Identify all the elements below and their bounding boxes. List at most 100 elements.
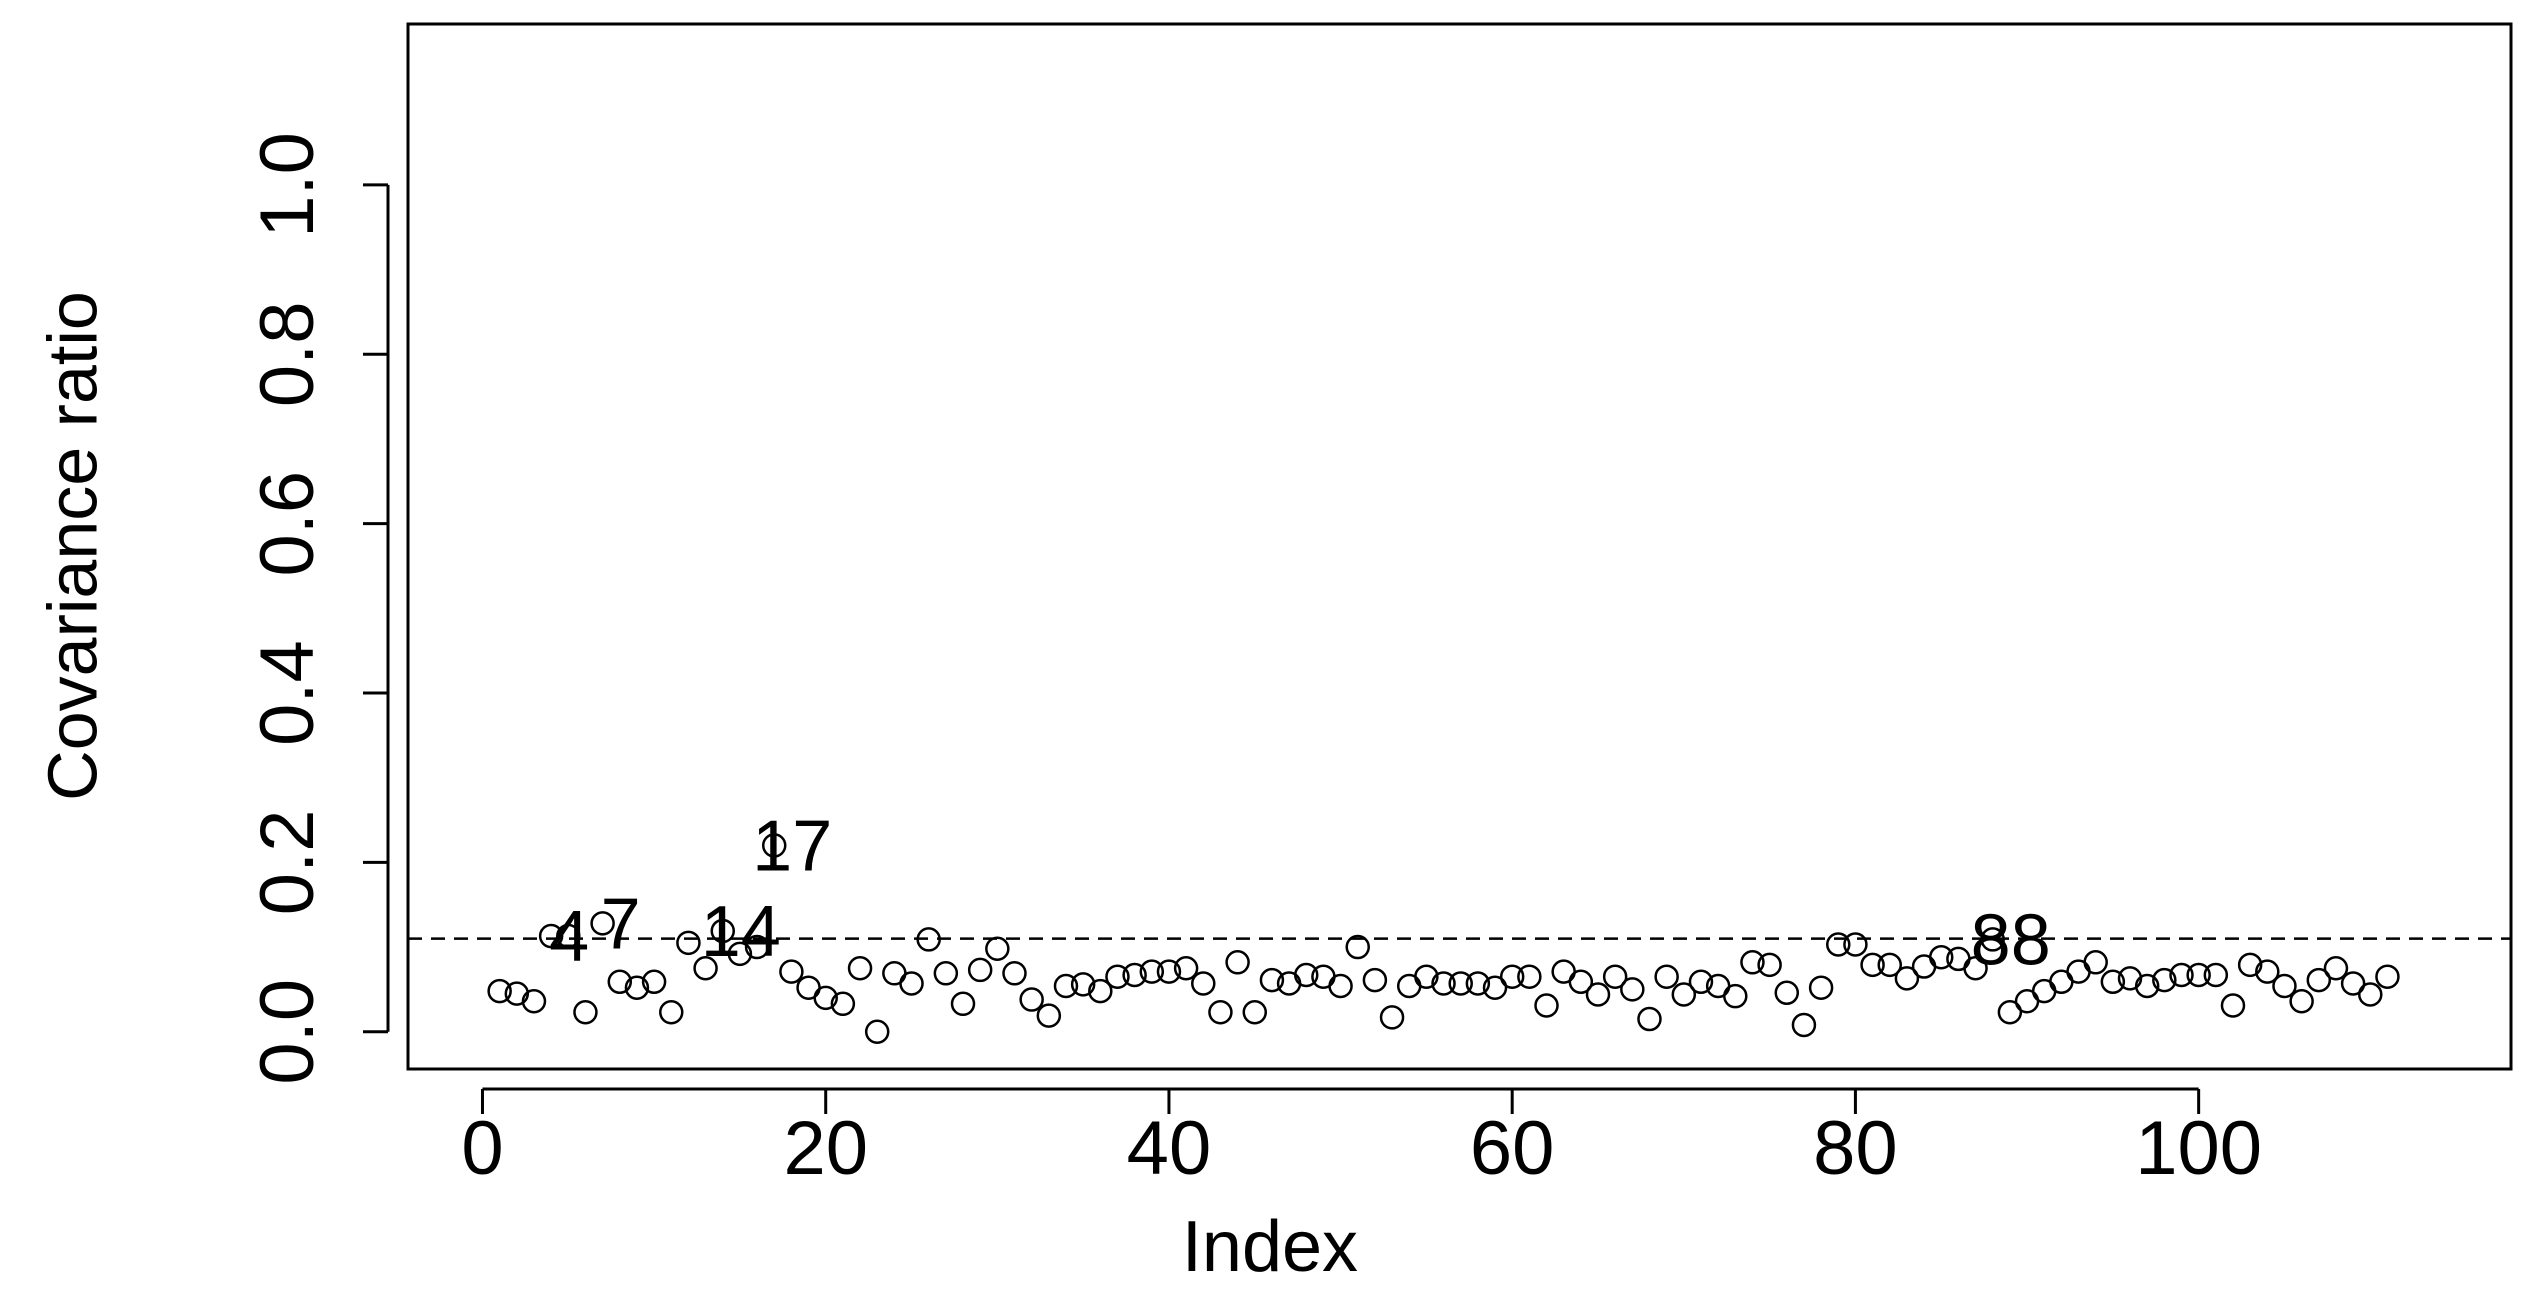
- point: [1928, 944, 1954, 970]
- point: [1105, 964, 1130, 989]
- point: [1122, 962, 1147, 988]
- point: [1345, 934, 1370, 960]
- point: [2083, 950, 2108, 975]
- point: [761, 833, 787, 858]
- point: [1654, 964, 1679, 989]
- point: [1156, 959, 1182, 984]
- point: [1877, 952, 1902, 978]
- point: [1894, 966, 1920, 991]
- x-tick-label: 40: [1127, 1106, 1212, 1191]
- point: [1620, 977, 1645, 1002]
- point: [2220, 993, 2246, 1018]
- point: [1036, 1003, 1062, 1028]
- point: [916, 927, 941, 952]
- point: [1414, 964, 1439, 989]
- point: [2340, 971, 2366, 996]
- point: [521, 989, 547, 1014]
- point: [1791, 1012, 1817, 1038]
- point: [1860, 952, 1885, 978]
- x-tick-label: 100: [2135, 1106, 2262, 1191]
- point: [2272, 973, 2297, 999]
- y-tick-label: 0.2: [245, 810, 330, 916]
- point: [1946, 946, 1971, 972]
- point: [1740, 950, 1765, 975]
- point: [676, 930, 701, 956]
- point: [727, 941, 753, 967]
- y-tick-label: 0.4: [245, 640, 330, 746]
- point: [933, 961, 959, 986]
- point: [1431, 971, 1456, 996]
- point: [1568, 969, 1594, 995]
- point: [830, 991, 856, 1017]
- point: [1534, 993, 1559, 1018]
- point: [2306, 967, 2332, 993]
- point: [590, 911, 615, 936]
- point: [1448, 971, 1473, 996]
- point: [1311, 964, 1336, 989]
- point: [1602, 964, 1628, 989]
- point: [1963, 955, 1988, 981]
- plot-frame: [406, 22, 2513, 1071]
- point-label: 4: [549, 897, 589, 977]
- point: [2031, 978, 2057, 1004]
- point: [1053, 973, 1079, 999]
- point: [967, 957, 993, 983]
- point: [2169, 962, 2194, 988]
- point: [487, 978, 512, 1004]
- point: [1499, 964, 1525, 989]
- point: [1259, 967, 1285, 993]
- point: [2203, 962, 2229, 988]
- point-label: 14: [701, 892, 781, 972]
- point: [2375, 964, 2400, 989]
- point: [1774, 980, 1800, 1006]
- point: [1396, 973, 1422, 999]
- point: [2237, 952, 2263, 978]
- point: [1293, 962, 1319, 988]
- x-tick-label: 60: [1470, 1106, 1555, 1191]
- point: [1482, 975, 1508, 1000]
- point: [1997, 1000, 2023, 1025]
- point: [2066, 959, 2091, 984]
- point: [1139, 959, 1165, 984]
- point: [1173, 955, 1199, 981]
- point: [899, 971, 924, 996]
- point: [1191, 971, 1216, 996]
- point-label: 88: [1971, 900, 2051, 980]
- point: [864, 1019, 890, 1044]
- point: [813, 985, 838, 1011]
- y-tick-label: 0.8: [245, 301, 330, 407]
- point: [1242, 1000, 1268, 1025]
- y-axis-label: Covariance ratio: [33, 291, 111, 801]
- point: [1826, 932, 1851, 957]
- point: [1517, 964, 1542, 989]
- point-label: 7: [601, 884, 641, 964]
- point: [985, 936, 1010, 961]
- point: [1637, 1006, 1662, 1032]
- point: [1002, 961, 1027, 986]
- point: [1723, 983, 1748, 1009]
- point: [1671, 982, 1697, 1007]
- point: [693, 955, 718, 981]
- point: [1843, 932, 1868, 957]
- point: [1208, 1000, 1233, 1025]
- y-tick-label: 0.6: [245, 471, 330, 577]
- point: [1379, 1005, 1405, 1030]
- point: [1585, 982, 1611, 1007]
- point: [779, 959, 804, 984]
- point: [1088, 978, 1113, 1004]
- point: [1980, 927, 2005, 952]
- point: [1070, 972, 1096, 997]
- point: [607, 969, 633, 995]
- point-label: 17: [752, 806, 832, 886]
- point: [2358, 982, 2383, 1007]
- point: [624, 975, 650, 1000]
- point: [1757, 952, 1782, 978]
- point: [556, 923, 581, 949]
- point: [573, 1000, 598, 1025]
- point: [1225, 950, 1250, 975]
- point: [710, 918, 735, 944]
- point: [950, 991, 976, 1017]
- point: [744, 934, 770, 960]
